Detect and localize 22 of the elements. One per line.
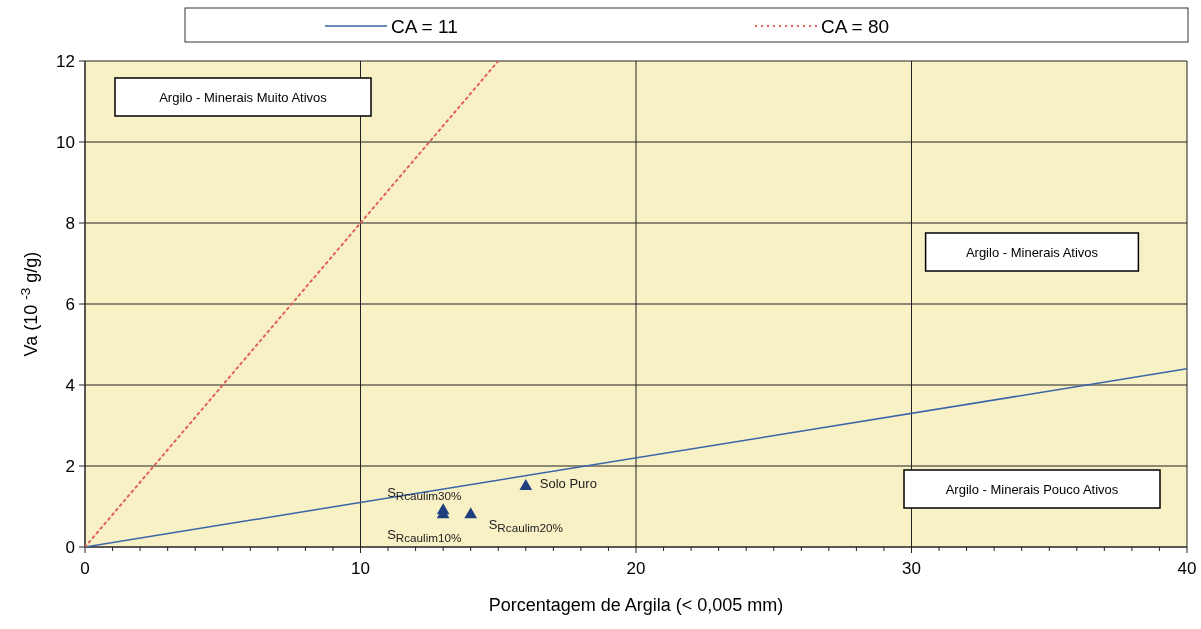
- legend-label: CA = 11: [391, 16, 458, 37]
- annotation: Solo Puro: [539, 476, 597, 492]
- annotation: S$_{Rcaulim20%}$: [488, 516, 563, 534]
- x-tick-label: 0: [80, 559, 90, 578]
- y-tick-label: 8: [65, 214, 75, 233]
- x-tick-label: 30: [902, 559, 921, 578]
- annotation: Argilo - Minerais Ativos: [965, 245, 1099, 260]
- y-tick-label: 6: [65, 295, 75, 314]
- y-tick-label: 0: [65, 538, 75, 557]
- annotation: Argilo - Minerais Muito Ativos: [159, 90, 328, 105]
- x-tick-label: 10: [351, 559, 370, 578]
- legend-label: CA = 80: [821, 16, 890, 37]
- annotation: S$_{Rcaulim30%}$: [387, 484, 462, 502]
- annotation: Argilo - Minerais Pouco Ativos: [945, 482, 1119, 497]
- y-tick-label: 10: [56, 133, 75, 152]
- x-tick-label: 20: [626, 559, 646, 578]
- y-tick-label: 2: [65, 457, 75, 476]
- y-tick-label: 4: [65, 376, 75, 395]
- y-tick-label: 12: [56, 52, 75, 71]
- x-axis-title: Porcentagem de Argila (< 0,005 mm): [488, 595, 784, 615]
- x-tick-label: 40: [1177, 559, 1197, 578]
- annotation: S$_{Rcaulim10%}$: [387, 526, 462, 544]
